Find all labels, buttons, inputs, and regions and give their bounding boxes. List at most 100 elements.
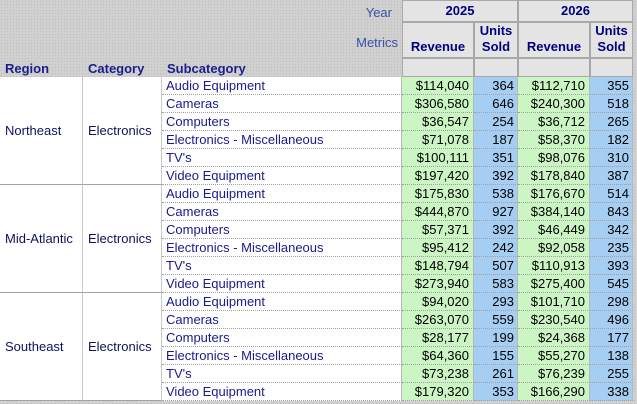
units-cell: 182: [590, 131, 633, 149]
subcategory-cell: Video Equipment: [162, 167, 402, 185]
units-cell: 235: [590, 239, 633, 257]
revenue-cell: $36,547: [402, 113, 474, 131]
revenue-cell: $94,020: [402, 293, 474, 311]
metrics-label: Metrics: [356, 34, 398, 50]
header-spacer: [474, 58, 518, 77]
subcategory-cell: Video Equipment: [162, 275, 402, 293]
revenue-cell: $58,370: [518, 131, 590, 149]
units-cell: 261: [474, 365, 518, 383]
units-cell: 177: [590, 329, 633, 347]
revenue-cell: $240,300: [518, 95, 590, 113]
units-cell: 265: [590, 113, 633, 131]
units-cell: 355: [590, 77, 633, 95]
units-cell: 138: [590, 347, 633, 365]
subcategory-cell: Electronics - Miscellaneous: [162, 347, 402, 365]
units-cell: 538: [474, 185, 518, 203]
units-cell: 387: [590, 167, 633, 185]
year-header: 2025: [402, 0, 518, 22]
units-cell: 393: [590, 257, 633, 275]
revenue-cell: $273,940: [402, 275, 474, 293]
revenue-cell: $76,239: [518, 365, 590, 383]
units-cell: 242: [474, 239, 518, 257]
subcategory-cell: TV's: [162, 365, 402, 383]
revenue-cell: $100,111: [402, 149, 474, 167]
units-cell: 298: [590, 293, 633, 311]
revenue-cell: $64,360: [402, 347, 474, 365]
units-cell: 545: [590, 275, 633, 293]
revenue-cell: $71,078: [402, 131, 474, 149]
units-cell: 199: [474, 329, 518, 347]
revenue-cell: $55,270: [518, 347, 590, 365]
subcategory-cell: Audio Equipment: [162, 293, 402, 311]
units-cell: 351: [474, 149, 518, 167]
units-cell: 496: [590, 311, 633, 329]
units-cell: 310: [590, 149, 633, 167]
metric-header: Units Sold: [474, 22, 518, 58]
subcategory-cell: Cameras: [162, 203, 402, 221]
units-cell: 155: [474, 347, 518, 365]
region-cell: Southeast: [0, 293, 83, 401]
subcategory-cell: Cameras: [162, 311, 402, 329]
subcategory-cell: Electronics - Miscellaneous: [162, 131, 402, 149]
units-cell: 927: [474, 203, 518, 221]
subcategory-cell: Audio Equipment: [162, 185, 402, 203]
revenue-cell: $46,449: [518, 221, 590, 239]
units-cell: 392: [474, 167, 518, 185]
units-cell: 514: [590, 185, 633, 203]
revenue-cell: $73,238: [402, 365, 474, 383]
subcategory-cell: Cameras: [162, 95, 402, 113]
region-cell: Northeast: [0, 77, 83, 185]
category-cell: Electronics: [83, 77, 162, 185]
subcategory-cell: TV's: [162, 257, 402, 275]
revenue-cell: $114,040: [402, 77, 474, 95]
subcategory-cell: Computers: [162, 221, 402, 239]
year-header: 2026: [518, 0, 633, 22]
revenue-cell: $197,420: [402, 167, 474, 185]
units-cell: 187: [474, 131, 518, 149]
column-header: Region: [5, 60, 50, 76]
revenue-cell: $36,712: [518, 113, 590, 131]
header-spacer: [590, 58, 633, 77]
header-spacer: [402, 58, 474, 77]
units-cell: 338: [590, 383, 633, 401]
units-cell: 353: [474, 383, 518, 401]
units-cell: 392: [474, 221, 518, 239]
revenue-cell: $92,058: [518, 239, 590, 257]
units-cell: 559: [474, 311, 518, 329]
revenue-cell: $384,140: [518, 203, 590, 221]
metric-header: Revenue: [518, 22, 590, 58]
units-cell: 843: [590, 203, 633, 221]
units-cell: 507: [474, 257, 518, 275]
units-cell: 646: [474, 95, 518, 113]
year-label: Year: [365, 4, 392, 20]
units-cell: 254: [474, 113, 518, 131]
revenue-cell: $148,794: [402, 257, 474, 275]
revenue-cell: $98,076: [518, 149, 590, 167]
units-cell: 255: [590, 365, 633, 383]
revenue-cell: $112,710: [518, 77, 590, 95]
revenue-cell: $306,580: [402, 95, 474, 113]
units-cell: 342: [590, 221, 633, 239]
subcategory-cell: TV's: [162, 149, 402, 167]
revenue-cell: $444,870: [402, 203, 474, 221]
revenue-cell: $263,070: [402, 311, 474, 329]
units-cell: 293: [474, 293, 518, 311]
revenue-cell: $230,540: [518, 311, 590, 329]
revenue-cell: $275,400: [518, 275, 590, 293]
units-cell: 583: [474, 275, 518, 293]
revenue-cell: $179,320: [402, 383, 474, 401]
revenue-cell: $24,368: [518, 329, 590, 347]
revenue-cell: $101,710: [518, 293, 590, 311]
revenue-cell: $175,830: [402, 185, 474, 203]
category-cell: Electronics: [83, 185, 162, 293]
revenue-cell: $110,913: [518, 257, 590, 275]
units-cell: 518: [590, 95, 633, 113]
units-cell: 364: [474, 77, 518, 95]
subcategory-cell: Computers: [162, 329, 402, 347]
metric-header: Revenue: [402, 22, 474, 58]
region-cell: Mid-Atlantic: [0, 185, 83, 293]
revenue-cell: $28,177: [402, 329, 474, 347]
revenue-cell: $95,412: [402, 239, 474, 257]
column-header: Category: [88, 60, 145, 76]
